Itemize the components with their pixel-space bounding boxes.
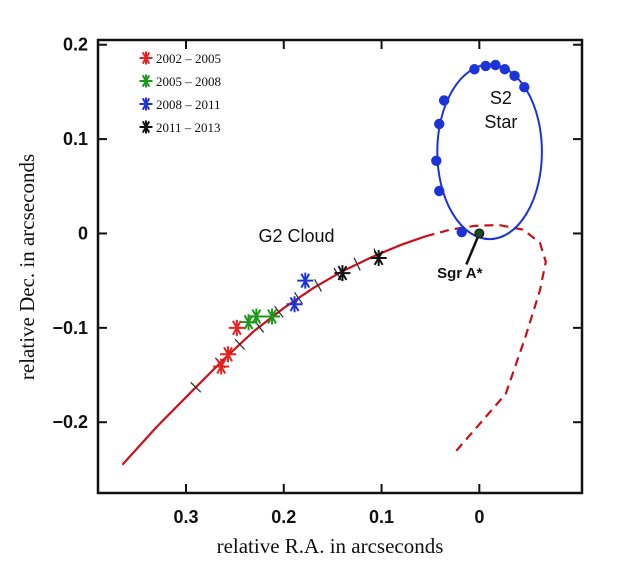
data-point	[213, 358, 230, 375]
s2-point	[519, 81, 530, 93]
y-tick-label: 0	[78, 223, 88, 243]
orbit-tick-mark	[274, 305, 284, 318]
legend: 2002 – 2005 2005 – 2008 2008 – 2011 2011 – …	[139, 51, 221, 135]
legend-marker	[139, 74, 153, 88]
legend-marker	[139, 51, 153, 65]
annotation-sgra: Sgr A*	[437, 265, 482, 282]
data-point	[248, 308, 265, 325]
legend-marker	[139, 97, 153, 111]
data-point	[228, 319, 245, 336]
s2-point	[509, 70, 520, 82]
x-tick-label: 0.2	[271, 507, 296, 527]
plot-frame	[96, 38, 584, 495]
x-tick-label: 0.3	[173, 507, 198, 527]
y-tick-label: 0.2	[63, 35, 88, 55]
s2-point	[480, 60, 491, 72]
s2-point	[434, 185, 445, 197]
x-axis-label: relative R.A. in arcseconds	[217, 534, 444, 558]
annotation-s2a: S2	[490, 88, 512, 108]
legend-label: 2002 – 2005	[156, 51, 221, 66]
data-point	[334, 265, 351, 282]
y-tick-label: −0.1	[52, 318, 88, 338]
legend-label: 2005 – 2008	[156, 74, 221, 89]
orbit-tick-mark	[353, 257, 361, 271]
plot-clipped: G2 Cloud S2 Star Sgr A*	[121, 59, 547, 466]
data-point	[370, 250, 387, 267]
data-point	[264, 308, 281, 325]
plot-area: G2 Cloud S2 Star Sgr A*	[121, 59, 547, 466]
annotation-g2: G2 Cloud	[258, 226, 334, 246]
x-tick-label: 0	[474, 507, 484, 527]
s2-point	[490, 59, 501, 71]
data-point	[297, 272, 314, 289]
g2-orbit-solid	[121, 235, 426, 466]
legend-label: 2011 – 2013	[156, 120, 221, 135]
orbit-tick-mark	[313, 278, 323, 292]
s2-point	[438, 95, 450, 106]
g2-orbit-dashed	[425, 223, 547, 454]
x-tick-label: 0.1	[369, 507, 394, 527]
data-point	[220, 346, 237, 363]
y-axis-label: relative Dec. in arcseconds	[15, 154, 39, 380]
s2-point	[469, 64, 480, 75]
sgra-pointer	[465, 232, 481, 265]
orbit-tick-mark	[190, 381, 202, 393]
s2-point	[434, 118, 445, 130]
y-tick-label: −0.2	[52, 412, 88, 432]
s2-point	[431, 155, 442, 166]
s2-point	[499, 64, 510, 75]
data-point	[286, 296, 303, 313]
annotation-s2b: Star	[484, 112, 517, 132]
axis-ticks: 0.3 0.2 0.1 0 0.2 0.1 0 −0.1 −0.2	[52, 35, 582, 527]
orbit-tick-mark	[234, 338, 246, 350]
sgra-marker	[474, 228, 485, 239]
y-tick-label: 0.1	[63, 129, 88, 149]
legend-label: 2008 – 2011	[156, 97, 221, 112]
legend-marker	[139, 120, 153, 134]
s2-point	[456, 226, 467, 238]
